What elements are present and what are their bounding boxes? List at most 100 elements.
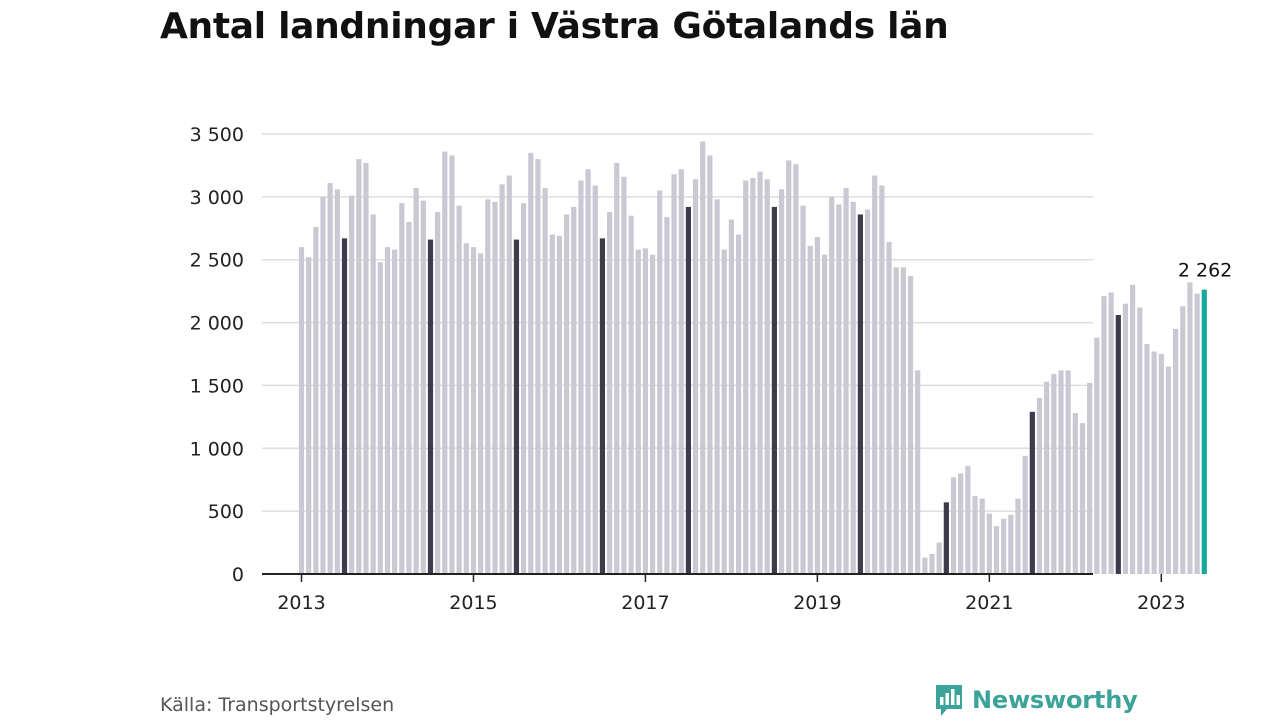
bar: [349, 195, 355, 574]
bar: [585, 169, 591, 574]
bar: [528, 152, 534, 574]
bar: [1072, 413, 1078, 574]
bar: [449, 155, 455, 574]
bar: [958, 473, 964, 574]
bar: [1173, 328, 1179, 574]
bar: [1144, 343, 1150, 574]
bar: [492, 201, 498, 574]
bar: [1158, 354, 1164, 574]
x-tick-label: 2017: [621, 592, 669, 614]
bar: [771, 206, 777, 574]
x-tick-label: 2015: [449, 592, 497, 614]
bar: [1108, 292, 1114, 574]
bar: [363, 162, 369, 574]
bar: [642, 248, 649, 574]
y-tick-label: 2 000: [190, 313, 244, 335]
labels: 0 500 1 000 1 500 2 000 2 500 3 000 3 500 2013 20…: [190, 124, 1233, 614]
bar: [700, 141, 706, 575]
bar: [413, 188, 419, 575]
y-tick-label: 3 000: [190, 187, 244, 209]
bar: [900, 267, 906, 574]
bars: [298, 141, 1207, 575]
y-tick-label: 2 500: [190, 250, 244, 272]
bar: [743, 180, 749, 574]
bar: [370, 214, 376, 574]
bar: [463, 243, 469, 574]
bar: [456, 205, 462, 574]
bar: [356, 159, 362, 574]
bar: [564, 214, 570, 574]
bar: [850, 201, 856, 574]
bar: [399, 203, 405, 574]
bar: [778, 189, 785, 575]
x-tick-label: 2013: [277, 592, 325, 614]
bar: [707, 155, 713, 574]
bar: [728, 219, 734, 574]
bar: [1180, 306, 1186, 574]
bar: [606, 211, 613, 574]
bar: [1058, 370, 1064, 574]
bar: [506, 175, 512, 574]
bar: [879, 185, 885, 575]
bar: [857, 214, 863, 574]
bar-chart: 0 500 1 000 1 500 2 000 2 500 3 000 3 500 2013 20…: [190, 124, 1233, 614]
bar: [714, 199, 720, 574]
bar: [907, 276, 914, 574]
bar: [1137, 307, 1143, 574]
bar: [836, 204, 842, 574]
bar: [521, 203, 527, 574]
bar: [735, 234, 742, 575]
bar: [313, 227, 319, 574]
bar: [864, 209, 871, 574]
bar: [1151, 351, 1157, 574]
chart-title: Antal landningar i Västra Götalands län: [160, 6, 949, 47]
bar: [692, 179, 699, 574]
bar: [764, 179, 770, 574]
bar: [750, 178, 756, 574]
bar: [943, 502, 949, 574]
bar: [1122, 303, 1129, 574]
bar: [843, 188, 849, 575]
bar: [922, 557, 928, 574]
bar: [406, 222, 412, 574]
bar: [435, 211, 441, 574]
bar: [341, 238, 348, 575]
bar: [442, 151, 448, 574]
bar: [1194, 293, 1200, 574]
bar: [829, 196, 835, 574]
y-tick-label: 1 500: [190, 375, 244, 397]
bar: [320, 196, 326, 574]
bar: [1079, 423, 1086, 574]
bar: [621, 176, 627, 574]
bar: [986, 513, 992, 574]
bar: [635, 249, 641, 574]
bar: [807, 245, 813, 574]
bar: [657, 190, 663, 575]
bar: [478, 253, 484, 574]
bar: [1130, 284, 1136, 574]
bar: [929, 553, 935, 574]
bar: [535, 159, 541, 574]
brand-name: Newsworthy: [972, 686, 1138, 714]
bar: [1101, 296, 1107, 574]
bar: [485, 199, 491, 574]
bar: [979, 498, 985, 574]
bar: [571, 206, 577, 574]
bar: [513, 239, 520, 574]
bar: [965, 465, 971, 574]
bar: [420, 200, 426, 574]
bar: [1087, 382, 1093, 574]
bar: [950, 477, 957, 574]
bar: [649, 254, 656, 574]
bar: [685, 206, 692, 574]
bar: [384, 247, 391, 574]
bar: [1022, 455, 1028, 574]
bar: [1001, 518, 1007, 574]
bar: [392, 249, 398, 574]
bar: [306, 257, 312, 574]
bar: [542, 188, 548, 575]
bar: [1051, 374, 1057, 574]
x-tick-label: 2021: [965, 592, 1013, 614]
bar: [800, 205, 806, 574]
bar: [786, 160, 792, 574]
